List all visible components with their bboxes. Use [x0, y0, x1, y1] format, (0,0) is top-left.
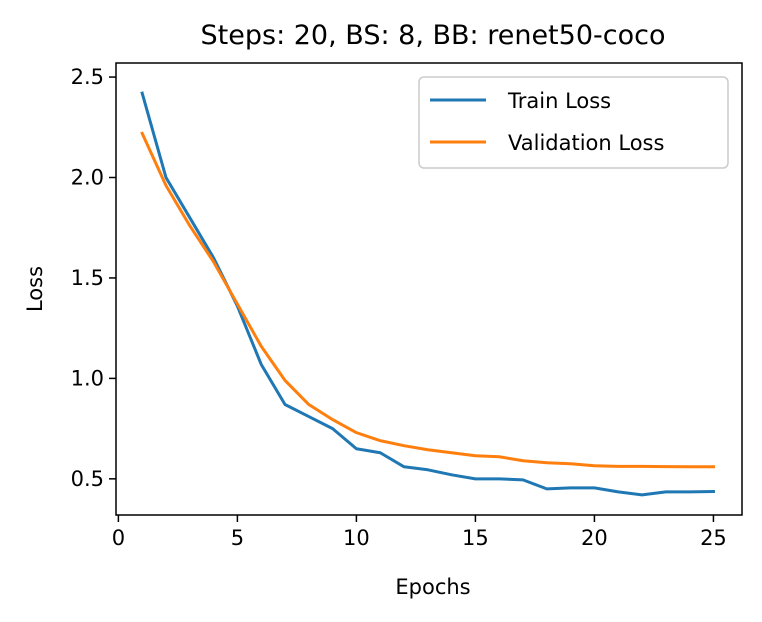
x-tick-label: 10 — [343, 526, 370, 550]
x-axis-ticks: 0 5 10 15 20 25 — [112, 515, 727, 550]
legend: Train Loss Validation Loss — [418, 76, 729, 169]
x-tick-label: 0 — [112, 526, 125, 550]
y-tick-label: 0.5 — [71, 467, 104, 491]
legend-box — [418, 76, 729, 169]
x-axis-label: Epochs — [395, 575, 470, 599]
y-tick-label: 2.0 — [71, 166, 104, 190]
y-tick-label: 2.5 — [71, 65, 104, 89]
series-points — [142, 93, 714, 495]
x-tick-label: 25 — [700, 526, 727, 550]
y-axis-label: Loss — [23, 266, 47, 312]
y-tick-label: 1.5 — [71, 266, 104, 290]
y-tick-label: 1.0 — [71, 366, 104, 390]
x-tick-label: 5 — [231, 526, 244, 550]
legend-label-train: Train Loss — [507, 89, 611, 113]
x-tick-label: 20 — [581, 526, 608, 550]
x-tick-label: 15 — [462, 526, 489, 550]
legend-label-validation: Validation Loss — [508, 131, 664, 155]
chart-title: Steps: 20, BS: 8, BB: renet50-coco — [201, 20, 666, 51]
y-axis-ticks: 0.5 1.0 1.5 2.0 2.5 — [71, 65, 116, 491]
plot-frame — [115, 62, 743, 516]
